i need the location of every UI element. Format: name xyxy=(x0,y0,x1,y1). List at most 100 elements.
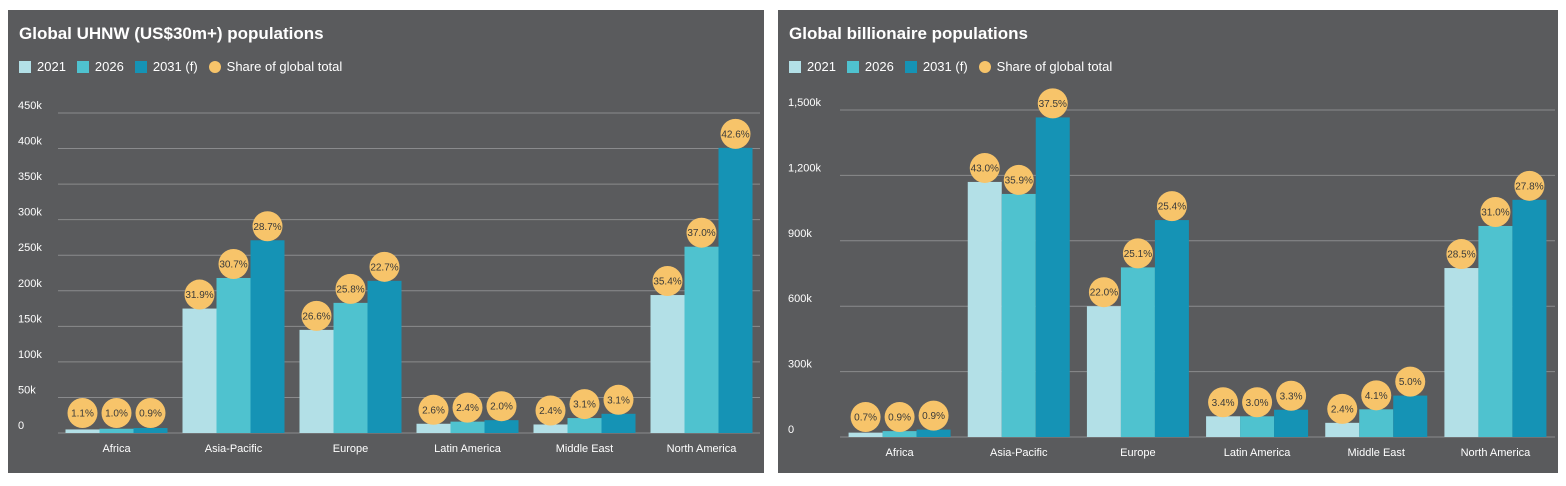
bar xyxy=(1444,268,1479,437)
bar xyxy=(299,329,334,433)
share-marker xyxy=(369,251,400,282)
bar xyxy=(718,147,753,433)
bar xyxy=(1035,117,1070,438)
y-tick-label: 0 xyxy=(788,424,794,436)
share-label: 0.9% xyxy=(888,413,911,424)
share-marker xyxy=(1327,393,1358,424)
share-marker xyxy=(850,402,881,432)
bar xyxy=(882,431,917,437)
bar xyxy=(133,428,168,433)
legend-item-2021: 2021 xyxy=(789,59,836,74)
bar xyxy=(1086,306,1121,437)
share-marker xyxy=(335,273,366,304)
share-label: 31.9% xyxy=(185,290,213,301)
y-tick-label: 100k xyxy=(18,349,42,361)
x-tick-label: Latin America xyxy=(1224,447,1292,459)
x-tick-label: North America xyxy=(1461,447,1532,459)
legend-item-2031: 2031 (f) xyxy=(904,59,968,74)
legend-dot-share xyxy=(978,60,991,73)
share-marker xyxy=(1395,366,1426,397)
share-marker xyxy=(535,395,566,426)
legend-label-share: Share of global total xyxy=(226,59,343,74)
share-label: 22.0% xyxy=(1090,288,1118,299)
bar xyxy=(182,308,217,433)
legend-item-2026: 2026 xyxy=(846,59,894,74)
share-label: 3.0% xyxy=(1246,398,1269,409)
legend-label-2021: 2021 xyxy=(37,59,66,74)
bar xyxy=(367,280,402,433)
bar xyxy=(416,423,451,433)
share-label: 37.5% xyxy=(1039,99,1067,110)
share-label: 3.1% xyxy=(607,395,630,406)
bar xyxy=(216,277,251,433)
bar xyxy=(1478,225,1513,437)
bar xyxy=(65,429,100,433)
share-label: 0.7% xyxy=(854,413,877,424)
legend-item-2026: 2026 xyxy=(76,59,124,74)
share-marker xyxy=(252,211,283,242)
share-label: 2.4% xyxy=(539,406,562,417)
legend-swatch-2026 xyxy=(846,60,859,73)
share-marker xyxy=(720,118,751,149)
y-tick-label: 600k xyxy=(788,293,812,305)
x-tick-label: Asia-Pacific xyxy=(205,443,263,455)
share-label: 2.6% xyxy=(422,405,445,416)
share-label: 26.6% xyxy=(302,311,330,322)
bar xyxy=(250,240,285,433)
share-marker xyxy=(1242,387,1273,418)
share-label: 0.9% xyxy=(922,411,945,422)
x-tick-label: Europe xyxy=(1120,447,1155,459)
bar xyxy=(1274,409,1309,437)
share-marker xyxy=(603,384,634,415)
uhnw-chart-panel: Global UHNW (US$30m+) populations 2021 2… xyxy=(8,10,764,473)
share-marker xyxy=(101,398,132,428)
legend-swatch-2021 xyxy=(19,60,31,73)
share-label: 22.7% xyxy=(370,262,398,273)
share-marker xyxy=(884,402,915,432)
share-marker xyxy=(1446,239,1477,270)
legend-label-2021: 2021 xyxy=(807,59,836,74)
share-label: 31.0% xyxy=(1481,207,1509,218)
bar xyxy=(1001,193,1036,437)
share-marker xyxy=(1514,170,1545,201)
bar xyxy=(333,302,368,433)
share-marker xyxy=(569,389,600,420)
share-marker xyxy=(1122,238,1153,269)
share-label: 37.0% xyxy=(687,228,715,239)
y-tick-label: 200k xyxy=(18,278,42,290)
y-tick-label: 300k xyxy=(18,207,42,219)
share-marker xyxy=(184,279,215,310)
share-marker xyxy=(301,300,332,331)
share-marker xyxy=(1480,196,1511,227)
share-marker xyxy=(1208,387,1239,418)
bar xyxy=(650,295,685,433)
legend-item-share: Share of global total xyxy=(978,59,1112,74)
legend-item-share: Share of global total xyxy=(208,59,343,74)
y-tick-label: 50k xyxy=(18,384,36,396)
y-tick-label: 900k xyxy=(788,228,812,240)
share-label: 3.4% xyxy=(1212,398,1235,409)
chart-legend: 2021 2026 2031 (f) Share of global total xyxy=(789,59,1123,74)
x-tick-label: Middle East xyxy=(556,443,613,455)
share-marker xyxy=(686,217,717,248)
share-marker xyxy=(418,394,449,425)
legend-label-2031: 2031 (f) xyxy=(152,59,198,74)
share-label: 35.9% xyxy=(1005,175,1033,186)
bar xyxy=(1359,409,1394,437)
share-marker xyxy=(1003,164,1034,195)
share-label: 1.0% xyxy=(105,409,128,420)
chart-title: Global UHNW (US$30m+) populations xyxy=(19,24,324,43)
share-label: 2.0% xyxy=(490,402,513,413)
share-label: 25.4% xyxy=(1158,202,1186,213)
share-label: 3.3% xyxy=(1280,391,1303,402)
bar xyxy=(1120,267,1155,437)
share-label: 1.1% xyxy=(71,409,94,420)
y-tick-label: 150k xyxy=(18,313,42,325)
share-label: 25.8% xyxy=(336,284,364,295)
share-marker xyxy=(1276,380,1307,411)
x-tick-label: Europe xyxy=(333,443,368,455)
share-label: 35.4% xyxy=(653,277,681,288)
bar xyxy=(1240,416,1275,437)
share-marker xyxy=(452,392,483,423)
share-label: 5.0% xyxy=(1399,377,1422,388)
